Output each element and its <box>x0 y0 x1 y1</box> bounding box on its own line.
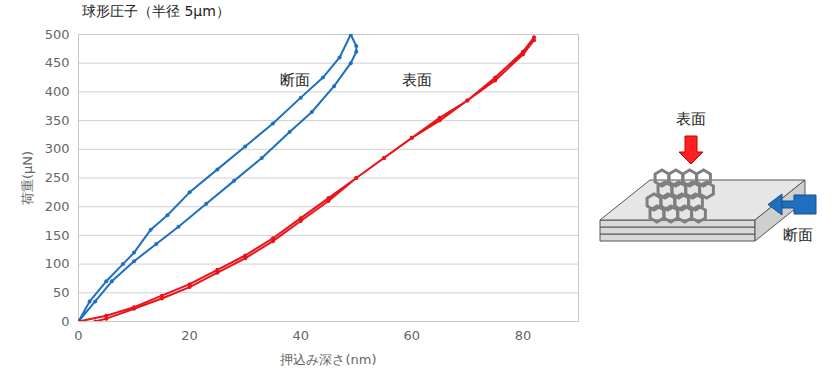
svg-text:200: 200 <box>45 199 70 214</box>
svg-text:250: 250 <box>45 170 70 185</box>
svg-text:450: 450 <box>45 55 70 70</box>
html-text:球形圧子（半径 5μm）: 球形圧子（半径 5μm） <box>82 3 230 19</box>
svg-text:荷重(μN): 荷重(μN) <box>20 151 35 205</box>
svg-text:400: 400 <box>45 84 70 99</box>
svg-text:500: 500 <box>45 27 70 42</box>
svg-text:40: 40 <box>292 328 309 343</box>
svg-text:0: 0 <box>61 314 69 329</box>
svg-text:100: 100 <box>45 256 70 271</box>
svg-text:150: 150 <box>45 228 70 243</box>
svg-text:表面: 表面 <box>676 110 706 128</box>
svg-text:0: 0 <box>74 328 82 343</box>
svg-text:断面: 断面 <box>783 226 813 244</box>
svg-text:押込み深さ(nm): 押込み深さ(nm) <box>280 352 376 367</box>
svg-text:80: 80 <box>515 328 532 343</box>
svg-text:表面: 表面 <box>402 71 432 89</box>
svg-text:50: 50 <box>53 285 70 300</box>
svg-text:20: 20 <box>181 328 198 343</box>
svg-text:60: 60 <box>404 328 421 343</box>
svg-text:350: 350 <box>45 113 70 128</box>
svg-text:300: 300 <box>45 141 70 156</box>
svg-text:断面: 断面 <box>280 71 310 89</box>
